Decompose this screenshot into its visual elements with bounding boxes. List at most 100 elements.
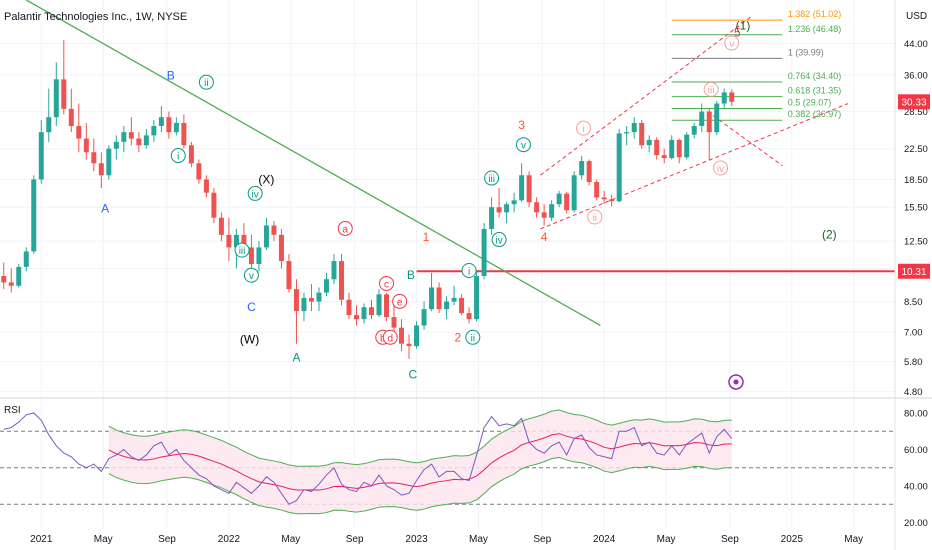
events-icon-dot	[733, 379, 739, 385]
candle-body	[474, 276, 480, 320]
wave-label: 2	[454, 330, 461, 344]
candle-body	[218, 217, 224, 235]
candle-body	[158, 117, 164, 127]
candle-body	[684, 134, 690, 158]
price-tick-label: 12.50	[904, 237, 928, 248]
candle-body	[271, 225, 277, 235]
candle-body	[53, 79, 59, 118]
time-tick-label: Sep	[533, 534, 551, 545]
price-tick-label: 7.00	[904, 328, 923, 339]
candle-body	[496, 207, 502, 213]
candle-body	[414, 325, 420, 347]
wave-label: iv	[252, 189, 259, 200]
fib-label: 1 (39.99)	[788, 47, 824, 57]
channel-line	[540, 103, 849, 230]
candle-body	[556, 193, 562, 205]
candle-body	[549, 204, 555, 218]
wave-label: 3	[518, 118, 525, 132]
candle-body	[286, 261, 292, 290]
candle-body	[399, 327, 405, 344]
candle-body	[504, 204, 510, 213]
candle-body	[188, 145, 194, 164]
time-tick-label: May	[469, 534, 488, 545]
candle-body	[481, 228, 487, 277]
rsi-band-fill	[108, 409, 732, 514]
price-tick-label: 18.50	[904, 175, 928, 186]
candle-body	[676, 139, 682, 158]
candle-body	[248, 247, 254, 264]
candle-body	[646, 139, 652, 146]
candle-body	[421, 309, 427, 326]
candle-body	[1, 276, 7, 283]
candle-body	[113, 141, 119, 149]
wave-label-circle	[587, 209, 603, 225]
rsi-tick-label: 40.00	[904, 482, 928, 493]
time-tick-label: Sep	[721, 534, 739, 545]
wave-label: 5	[734, 25, 741, 39]
wave-label: iv	[717, 164, 724, 175]
candle-body	[293, 289, 299, 312]
candle-body	[316, 292, 322, 302]
rsi-panel	[0, 409, 895, 515]
candle-body	[106, 148, 112, 176]
wave-label: iv	[495, 236, 502, 247]
fib-label: 1.236 (46.48)	[788, 24, 842, 34]
candle-body	[196, 163, 202, 180]
last-price-label: 30.33	[901, 97, 926, 108]
wave-label: v	[249, 271, 254, 282]
candle-body	[301, 297, 307, 312]
candle-body	[278, 234, 284, 262]
wave-label: a	[342, 224, 348, 235]
candle-body	[714, 103, 720, 133]
candle-body	[721, 92, 727, 104]
wave-label: 4	[541, 230, 548, 244]
price-tick-label: 15.50	[904, 203, 928, 214]
candle-body	[256, 247, 262, 264]
candle-body	[361, 307, 367, 320]
wave-label: C	[247, 300, 256, 314]
candle-body	[451, 297, 457, 302]
currency-label[interactable]: USD	[906, 11, 927, 22]
time-tick-label: Sep	[346, 534, 364, 545]
wave-label: v	[521, 141, 526, 152]
candle-body	[308, 297, 314, 302]
candle-body	[91, 152, 97, 164]
candle-body	[181, 123, 187, 146]
candle-body	[136, 138, 142, 146]
price-tick-label: 28.50	[904, 107, 928, 118]
wave-label: c	[384, 279, 389, 290]
wave-label-circle	[703, 81, 719, 97]
rsi-line	[3, 412, 733, 505]
time-tick-label: 2021	[30, 534, 53, 545]
fib-label: 0.382 (26.97)	[788, 109, 842, 119]
wave-label-circle	[337, 220, 353, 236]
candle-body	[323, 279, 329, 293]
events-marker[interactable]	[728, 374, 744, 390]
time-tick-label: May	[281, 534, 300, 545]
wave-label-circle	[724, 35, 740, 51]
candle-body	[661, 155, 667, 159]
wave-label: v	[729, 39, 734, 50]
wave-label: B	[407, 268, 415, 282]
fib-label: 0.764 (34.40)	[788, 71, 842, 81]
candle-body	[609, 199, 615, 202]
candle-body	[511, 200, 517, 205]
candle-body	[46, 117, 52, 133]
candle-body	[639, 123, 645, 146]
wave-label: e	[397, 297, 403, 308]
wave-label-circle	[170, 148, 186, 164]
candle-body	[579, 161, 585, 176]
candle-body	[369, 307, 375, 316]
candle-body	[8, 282, 14, 286]
candle-body	[459, 297, 465, 314]
candle-body	[346, 299, 352, 316]
candle-body	[586, 161, 592, 183]
price-tick-label: 36.00	[904, 70, 928, 81]
candle-body	[173, 123, 179, 133]
candle-body	[594, 182, 600, 198]
wave-label-circle	[198, 74, 214, 90]
wave-label-circle	[461, 262, 477, 278]
price-tick-label: 4.80	[904, 387, 923, 398]
candle-body	[444, 301, 450, 310]
candle-body	[128, 132, 134, 139]
